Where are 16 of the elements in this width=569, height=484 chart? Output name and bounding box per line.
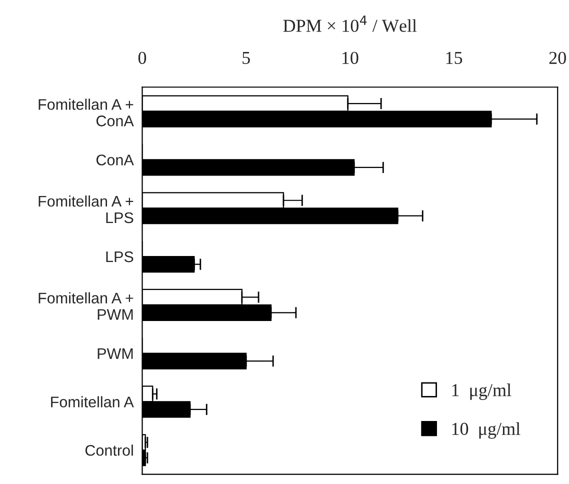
x-tick-label: 20: [549, 52, 566, 64]
y-tick-label: Fomitellan A: [51, 396, 134, 408]
x-tick-label: 0: [138, 52, 146, 64]
legend-label: 1 μg/ml: [452, 384, 512, 400]
y-tick-label: Fomitellan A + LPS: [38, 195, 134, 224]
y-tick-label: Fomitellan A + PWM: [38, 292, 134, 320]
x-tick-label: 5: [242, 52, 250, 64]
x-tick-label: 10: [342, 52, 358, 64]
y-tick-label: ConA: [96, 154, 134, 166]
y-tick-label: PWM: [98, 348, 133, 359]
legend-label: 10 μg/ml: [452, 422, 520, 439]
x-tick-label: 15: [446, 52, 462, 64]
y-tick-label: Control: [85, 444, 133, 456]
y-tick-label: Fomitellan A + ConA: [38, 98, 134, 126]
x-axis-title: DPM × 10$^{4}$ / Well: [283, 16, 417, 32]
y-tick-label: LPS: [106, 251, 134, 262]
